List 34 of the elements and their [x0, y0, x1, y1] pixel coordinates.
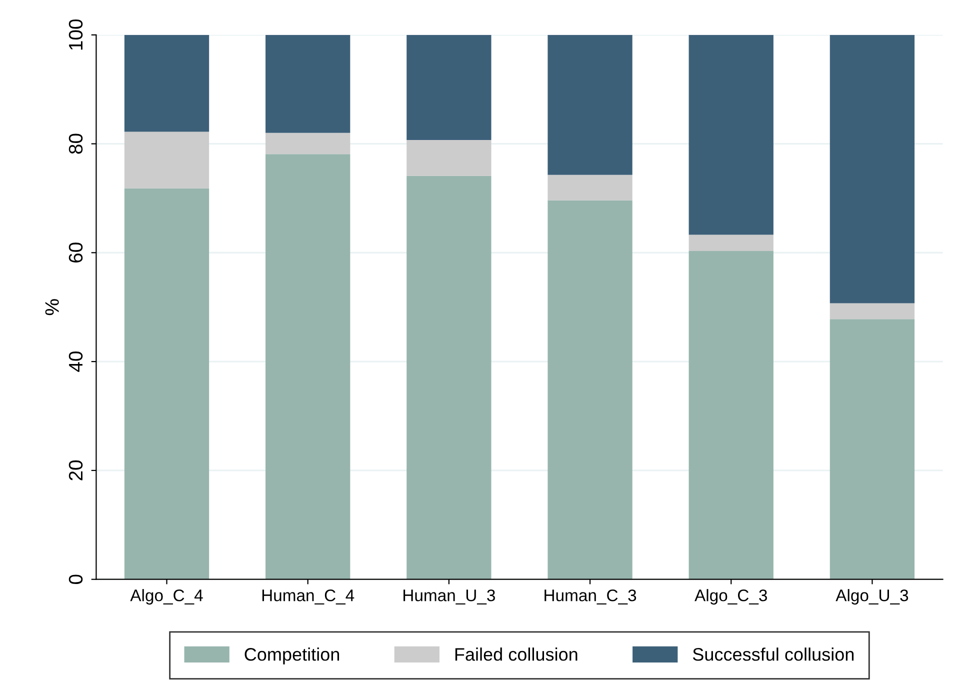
- bar: [688, 251, 774, 580]
- bar: [406, 34, 492, 140]
- bar: [406, 140, 492, 176]
- y-tick-label: 60: [68, 242, 83, 262]
- bar: [548, 174, 632, 200]
- y-axis-title: %: [45, 299, 59, 316]
- bar: [266, 34, 350, 133]
- bar: [830, 34, 915, 304]
- bar: [830, 319, 915, 580]
- legend-label: Failed collusion: [455, 648, 578, 661]
- y-tick-label: 40: [68, 352, 83, 372]
- x-tick-label: Algo_U_3: [836, 589, 908, 605]
- y-tick-label: 20: [68, 460, 83, 480]
- bar: [548, 34, 632, 175]
- bar: [688, 34, 774, 235]
- bar: [266, 132, 350, 154]
- bar: [124, 132, 210, 188]
- bar: [124, 188, 210, 580]
- bar: [124, 34, 210, 132]
- bar: [830, 303, 915, 320]
- bar: [406, 176, 492, 580]
- x-tick-label: Algo_C_4: [130, 589, 203, 605]
- legend-label: Competition: [244, 648, 340, 664]
- bar: [548, 200, 632, 580]
- x-tick-label: Algo_C_3: [694, 589, 767, 605]
- legend-label: Successful collusion: [692, 648, 854, 661]
- y-tick-label: 0: [68, 574, 83, 584]
- x-tick-label: Human_C_4: [262, 590, 354, 604]
- x-tick-label: Human_U_3: [404, 590, 495, 604]
- y-tick-label: 100: [68, 19, 83, 50]
- bar: [266, 154, 350, 580]
- y-tick-label: 80: [68, 134, 83, 154]
- x-tick-label: Human_C_3: [544, 590, 636, 604]
- bar: [688, 234, 774, 252]
